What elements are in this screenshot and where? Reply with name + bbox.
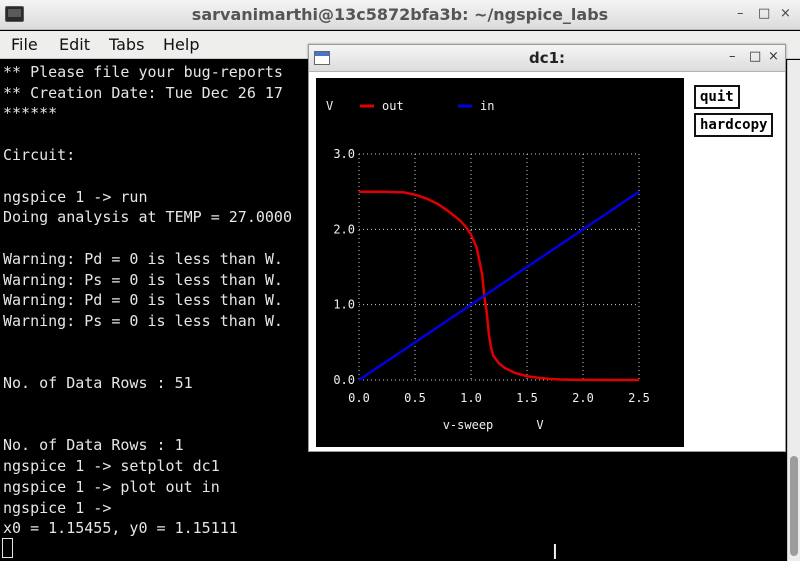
x-tick-label: 1.5 xyxy=(516,391,538,405)
legend-label-in: in xyxy=(480,99,494,113)
y-axis-label: V xyxy=(326,99,333,113)
plot-button-panel: quit hardcopy xyxy=(687,78,783,447)
y-tick-label: 2.0 xyxy=(333,222,355,236)
terminal-line: Warning: Ps = 0 is less than W. xyxy=(3,271,283,289)
maximize-icon[interactable]: □ xyxy=(758,6,771,21)
chart-svg: 0.0 0.5 1.0 1.5 2.0 2.5 0.0 1.0 2.0 3.0 Vv-sweep Vo… xyxy=(326,99,650,432)
x-axis-label: v-sweep xyxy=(443,418,494,432)
mouse-ibeam-icon: I xyxy=(552,540,558,561)
quit-button[interactable]: quit xyxy=(694,85,740,109)
y-tick-label: 0.0 xyxy=(333,373,355,387)
terminal-titlebar[interactable]: sarvanimarthi@13c5872bfa3b: ~/ngspice_la… xyxy=(0,0,800,30)
terminal-line: ngspice 1 -> plot out in xyxy=(3,478,220,496)
close-icon[interactable]: × xyxy=(768,49,779,64)
series-line-out xyxy=(359,190,639,382)
terminal-line: Circuit: xyxy=(3,146,76,164)
x-tick-label: 2.0 xyxy=(572,391,594,405)
terminal-line: ** Creation Date: Tue Dec 26 17 xyxy=(3,84,283,102)
terminal-line: ngspice 1 -> xyxy=(3,499,112,517)
terminal-scrollbar[interactable] xyxy=(787,60,800,561)
menu-edit[interactable]: Edit xyxy=(59,35,90,54)
legend-label-out: out xyxy=(382,99,404,113)
window-icon xyxy=(314,51,330,65)
plot-window: dc1: – □ × 0.0 0.5 1.0 1.5 2.0 2.5 0.0 1.0 2.0 3.… xyxy=(308,44,786,452)
x-tick-label: 0.5 xyxy=(404,391,426,405)
terminal-line: No. of Data Rows : 51 xyxy=(3,374,193,392)
terminal-line: Doing analysis at TEMP = 27.0000 xyxy=(3,208,292,226)
terminal-line: x0 = 1.15455, y0 = 1.15111 xyxy=(3,519,238,537)
maximize-icon[interactable]: □ xyxy=(749,49,762,64)
y-tick-label: 1.0 xyxy=(333,298,355,312)
terminal-cursor xyxy=(2,538,13,558)
terminal-title: sarvanimarthi@13c5872bfa3b: ~/ngspice_la… xyxy=(191,5,609,24)
x-tick-label: 0.0 xyxy=(348,391,370,405)
terminal-line: No. of Data Rows : 1 xyxy=(3,436,184,454)
close-icon[interactable]: × xyxy=(780,6,791,21)
terminal-line: Warning: Pd = 0 is less than W. xyxy=(3,291,283,309)
x-axis-unit: V xyxy=(536,418,543,432)
plot-window-title: dc1: xyxy=(528,49,566,67)
y-tick-label: 3.0 xyxy=(333,147,355,161)
minimize-icon[interactable]: – xyxy=(737,6,744,21)
terminal-line: ngspice 1 -> setplot dc1 xyxy=(3,457,220,475)
hardcopy-button[interactable]: hardcopy xyxy=(694,113,774,137)
terminal-line: Warning: Pd = 0 is less than W. xyxy=(3,250,283,268)
terminal-line: ****** xyxy=(3,104,58,122)
series-line-in xyxy=(358,190,640,382)
terminal-line: Warning: Ps = 0 is less than W. xyxy=(3,312,283,330)
menu-tabs[interactable]: Tabs xyxy=(109,35,145,54)
terminal-line: ** Please file your bug-reports xyxy=(3,63,283,81)
minimize-icon[interactable]: – xyxy=(729,49,736,64)
menu-help[interactable]: Help xyxy=(163,35,200,54)
x-tick-label: 1.0 xyxy=(460,391,482,405)
menu-file[interactable]: File xyxy=(11,35,38,54)
terminal-line: ngspice 1 -> run xyxy=(3,188,148,206)
scrollbar-thumb[interactable] xyxy=(790,456,798,556)
x-tick-label: 2.5 xyxy=(628,391,650,405)
plot-window-titlebar[interactable]: dc1: – □ × xyxy=(309,45,785,72)
terminal-app-icon xyxy=(5,6,24,22)
